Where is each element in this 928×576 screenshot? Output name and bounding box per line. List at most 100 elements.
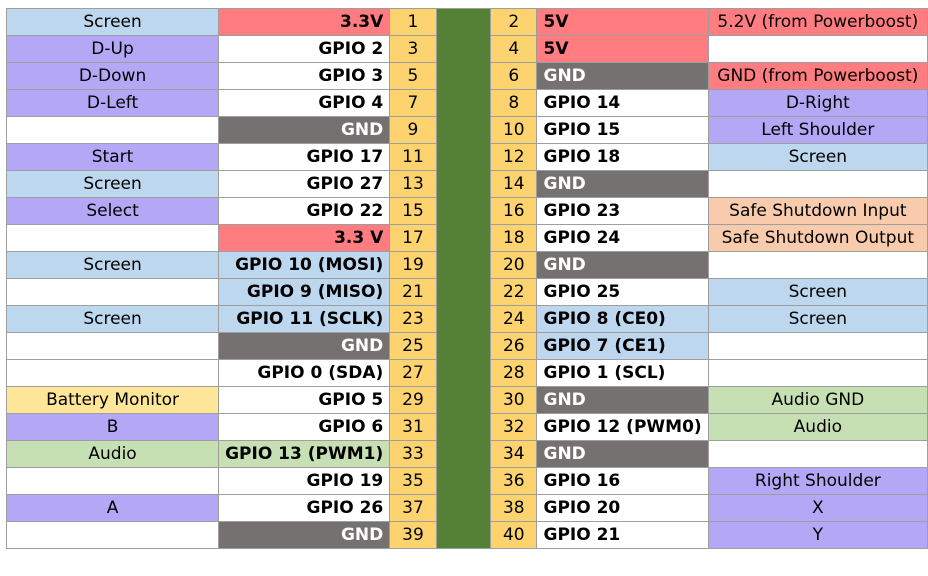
right-function-cell: Screen [707, 278, 928, 306]
odd-pin-number: 17 [389, 224, 437, 252]
right-gpio-cell: GPIO 20 [536, 494, 709, 522]
right-gpio-cell: GPIO 21 [536, 521, 709, 549]
right-gpio-cell: GPIO 24 [536, 224, 709, 252]
left-function-cell: D-Up [5, 35, 220, 63]
pin-row: Screen GPIO 11 (SCLK) 23 24 GPIO 8 (CE0) Scre… [5, 305, 928, 333]
left-gpio-cell: 3.3V [218, 8, 391, 36]
left-function-cell: Screen [5, 8, 220, 36]
right-gpio-cell: GPIO 14 [536, 89, 709, 117]
even-pin-number: 38 [490, 494, 538, 522]
right-function-cell: Audio GND [707, 386, 928, 414]
right-gpio-cell: GPIO 25 [536, 278, 709, 306]
pin-row: D-Up GPIO 2 3 4 5V [5, 35, 928, 63]
left-gpio-cell: GPIO 27 [218, 170, 391, 198]
pin-row: 3.3 V 17 18 GPIO 24 Safe Shutdown Output [5, 224, 928, 252]
left-function-cell: Select [5, 197, 220, 225]
right-gpio-cell: GND [536, 170, 709, 198]
left-gpio-cell: GPIO 19 [218, 467, 391, 495]
even-pin-number: 28 [490, 359, 538, 387]
even-pin-number: 36 [490, 467, 538, 495]
right-gpio-cell: GPIO 8 (CE0) [536, 305, 709, 333]
even-pin-number: 12 [490, 143, 538, 171]
odd-pin-number: 37 [389, 494, 437, 522]
right-gpio-cell: GND [536, 62, 709, 90]
right-function-cell [707, 170, 928, 198]
odd-pin-number: 23 [389, 305, 437, 333]
right-function-cell: Right Shoulder [707, 467, 928, 495]
right-function-cell: GND (from Powerboost) [707, 62, 928, 90]
left-function-cell: Audio [5, 440, 220, 468]
odd-pin-number: 11 [389, 143, 437, 171]
left-function-cell [5, 467, 220, 495]
right-function-cell [707, 359, 928, 387]
header-strip [435, 8, 492, 549]
left-gpio-cell: GND [218, 521, 391, 549]
right-function-cell: D-Right [707, 89, 928, 117]
right-function-cell: Safe Shutdown Output [707, 224, 928, 252]
left-gpio-cell: GPIO 2 [218, 35, 391, 63]
pin-row: D-Down GPIO 3 5 6 GND GND (from Powerboost) [5, 62, 928, 90]
left-function-cell: Battery Monitor [5, 386, 220, 414]
left-function-cell [5, 224, 220, 252]
pin-row: Screen GPIO 10 (MOSI) 19 20 GND [5, 251, 928, 279]
left-gpio-cell: GPIO 0 (SDA) [218, 359, 391, 387]
even-pin-number: 32 [490, 413, 538, 441]
right-gpio-cell: GPIO 7 (CE1) [536, 332, 709, 360]
right-function-cell [707, 251, 928, 279]
even-pin-number: 8 [490, 89, 538, 117]
even-pin-number: 6 [490, 62, 538, 90]
gpio-pinout-table: Screen 3.3V 1 2 5V 5.2V (from Powerboost) D-Up… [5, 8, 928, 549]
left-function-cell [5, 332, 220, 360]
left-function-cell: Screen [5, 305, 220, 333]
odd-pin-number: 13 [389, 170, 437, 198]
right-gpio-cell: GND [536, 440, 709, 468]
odd-pin-number: 19 [389, 251, 437, 279]
odd-pin-number: 1 [389, 8, 437, 36]
right-function-cell [707, 35, 928, 63]
right-function-cell: Audio [707, 413, 928, 441]
left-gpio-cell: GPIO 22 [218, 197, 391, 225]
right-gpio-cell: 5V [536, 8, 709, 36]
pin-row: B GPIO 6 31 32 GPIO 12 (PWM0) Audio [5, 413, 928, 441]
even-pin-number: 2 [490, 8, 538, 36]
right-gpio-cell: GPIO 23 [536, 197, 709, 225]
odd-pin-number: 27 [389, 359, 437, 387]
odd-pin-number: 39 [389, 521, 437, 549]
right-function-cell: 5.2V (from Powerboost) [707, 8, 928, 36]
left-function-cell: Start [5, 143, 220, 171]
left-function-cell [5, 116, 220, 144]
even-pin-number: 20 [490, 251, 538, 279]
right-function-cell: X [707, 494, 928, 522]
pin-row: GPIO 0 (SDA) 27 28 GPIO 1 (SCL) [5, 359, 928, 387]
left-gpio-cell: GPIO 4 [218, 89, 391, 117]
right-gpio-cell: GPIO 16 [536, 467, 709, 495]
left-gpio-cell: GND [218, 332, 391, 360]
left-function-cell: A [5, 494, 220, 522]
pinout-rows: Screen 3.3V 1 2 5V 5.2V (from Powerboost) D-Up… [5, 8, 928, 549]
left-gpio-cell: GPIO 10 (MOSI) [218, 251, 391, 279]
even-pin-number: 4 [490, 35, 538, 63]
pin-row: GPIO 19 35 36 GPIO 16 Right Shoulder [5, 467, 928, 495]
odd-pin-number: 7 [389, 89, 437, 117]
odd-pin-number: 29 [389, 386, 437, 414]
left-gpio-cell: GPIO 11 (SCLK) [218, 305, 391, 333]
pin-row: Audio GPIO 13 (PWM1) 33 34 GND [5, 440, 928, 468]
pin-row: Screen GPIO 27 13 14 GND [5, 170, 928, 198]
even-pin-number: 16 [490, 197, 538, 225]
pin-row: Select GPIO 22 15 16 GPIO 23 Safe Shutdown In… [5, 197, 928, 225]
even-pin-number: 34 [490, 440, 538, 468]
right-gpio-cell: GND [536, 251, 709, 279]
pin-row: GND 9 10 GPIO 15 Left Shoulder [5, 116, 928, 144]
odd-pin-number: 33 [389, 440, 437, 468]
left-function-cell: B [5, 413, 220, 441]
left-gpio-cell: GPIO 5 [218, 386, 391, 414]
odd-pin-number: 9 [389, 116, 437, 144]
odd-pin-number: 31 [389, 413, 437, 441]
left-function-cell: Screen [5, 251, 220, 279]
pin-row: Screen 3.3V 1 2 5V 5.2V (from Powerboost) [5, 8, 928, 549]
odd-pin-number: 3 [389, 35, 437, 63]
odd-pin-number: 25 [389, 332, 437, 360]
even-pin-number: 26 [490, 332, 538, 360]
odd-pin-number: 21 [389, 278, 437, 306]
right-gpio-cell: GPIO 15 [536, 116, 709, 144]
